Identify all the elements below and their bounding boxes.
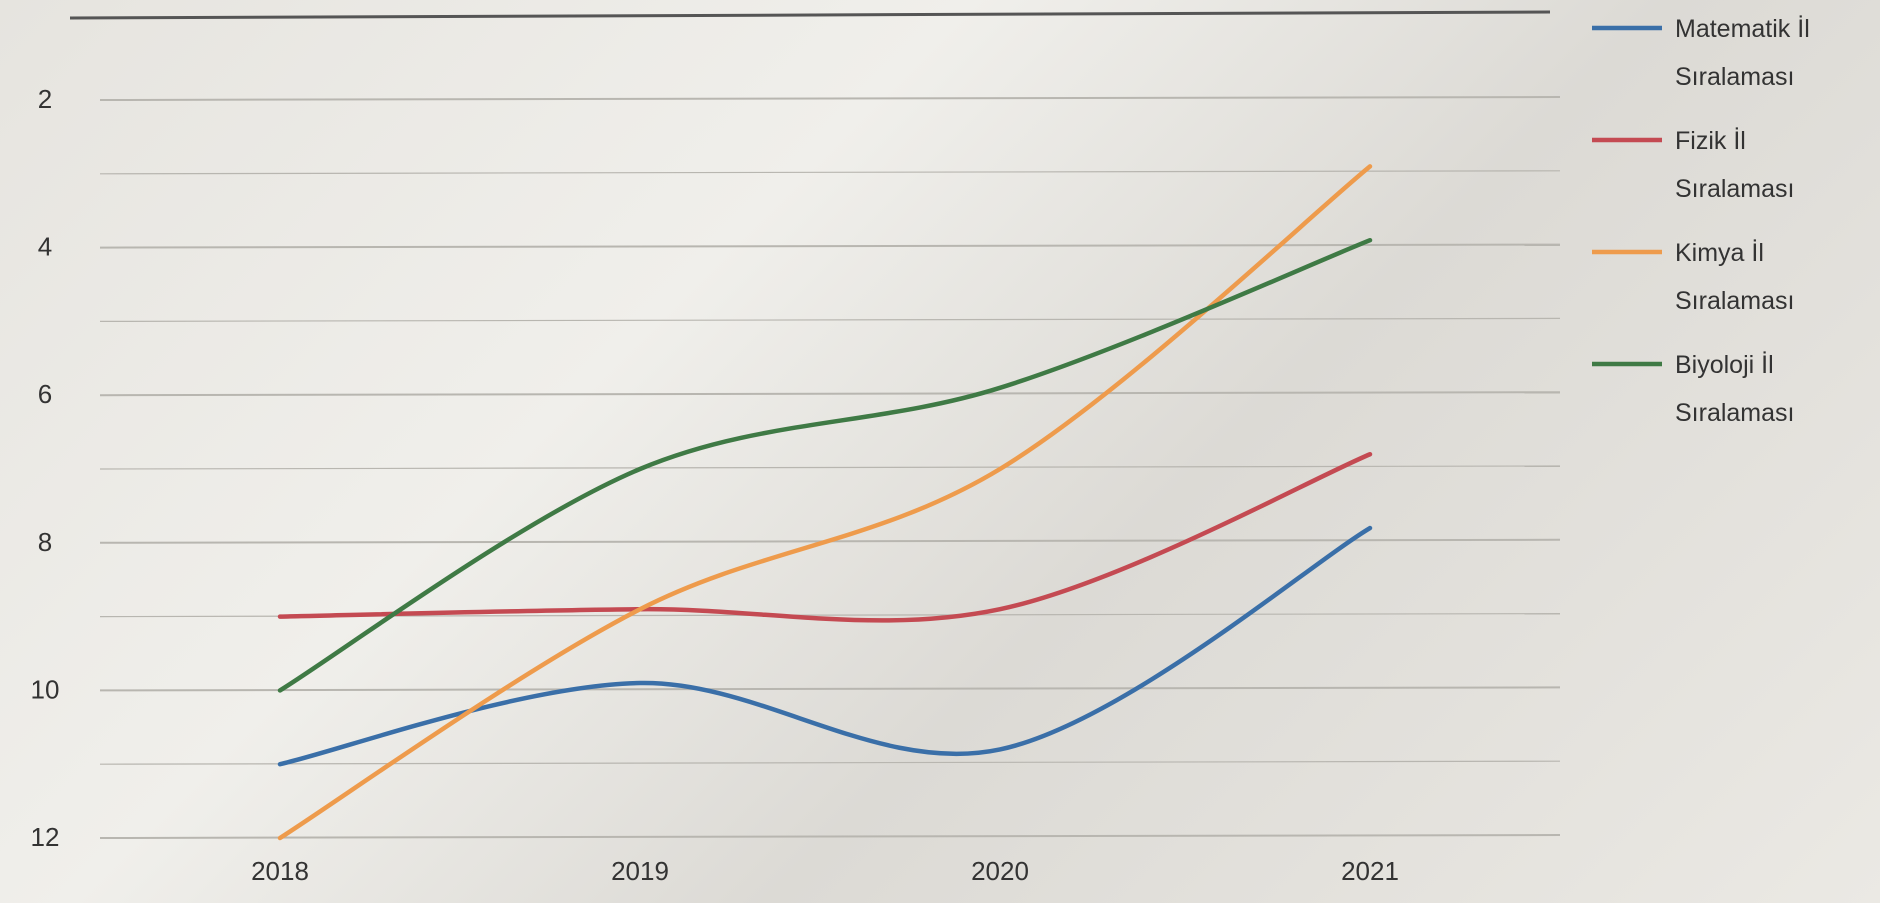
y-tick-label: 10 xyxy=(31,674,60,704)
legend-label-3: Biyoloji İl xyxy=(1675,350,1774,379)
gridline-2 xyxy=(99,96,1561,101)
series-lines xyxy=(277,164,1373,841)
legend-label-2: Kimya İl xyxy=(1675,238,1764,267)
series-line-1 xyxy=(277,451,1373,623)
x-tick-label: 2018 xyxy=(251,856,309,886)
gridline-6 xyxy=(99,391,1561,397)
x-tick-label: 2021 xyxy=(1341,856,1399,886)
y-tick-label: 6 xyxy=(38,379,52,409)
y-tick-label: 12 xyxy=(31,822,60,852)
y-tick-label: 2 xyxy=(38,84,52,114)
series-line-2 xyxy=(277,164,1373,841)
legend-label-3: Sıralaması xyxy=(1675,399,1794,427)
gridline-10 xyxy=(99,686,1561,692)
x-tick-label: 2019 xyxy=(611,856,669,886)
x-axis-ticks: 2018 2019 2020 2021 xyxy=(251,856,1399,886)
series-line-3 xyxy=(277,237,1373,693)
top-border-line xyxy=(69,10,1551,20)
legend-label-0: Matematik İl xyxy=(1675,14,1810,43)
gridline-3 xyxy=(99,170,1561,175)
legend-label-0: Sıralaması xyxy=(1675,63,1794,91)
gridline-7 xyxy=(99,465,1561,470)
x-tick-label: 2020 xyxy=(971,856,1029,886)
y-tick-label: 8 xyxy=(38,527,52,557)
legend-label-2: Sıralaması xyxy=(1675,287,1794,315)
gridline-4 xyxy=(99,243,1561,249)
legend-label-1: Sıralaması xyxy=(1675,175,1794,203)
gridlines xyxy=(99,96,1561,839)
legend-label-1: Fizik İl xyxy=(1675,126,1746,155)
legend: Matematik İl Sıralaması Fizik İl Sıralaması… xyxy=(1592,14,1810,427)
gridline-12 xyxy=(99,834,1561,839)
y-axis-ticks: 2 4 6 8 10 12 xyxy=(31,84,60,852)
series-line-0 xyxy=(277,525,1373,767)
gridline-5 xyxy=(99,317,1561,322)
gridline-11 xyxy=(99,760,1561,765)
y-tick-label: 4 xyxy=(38,232,52,262)
